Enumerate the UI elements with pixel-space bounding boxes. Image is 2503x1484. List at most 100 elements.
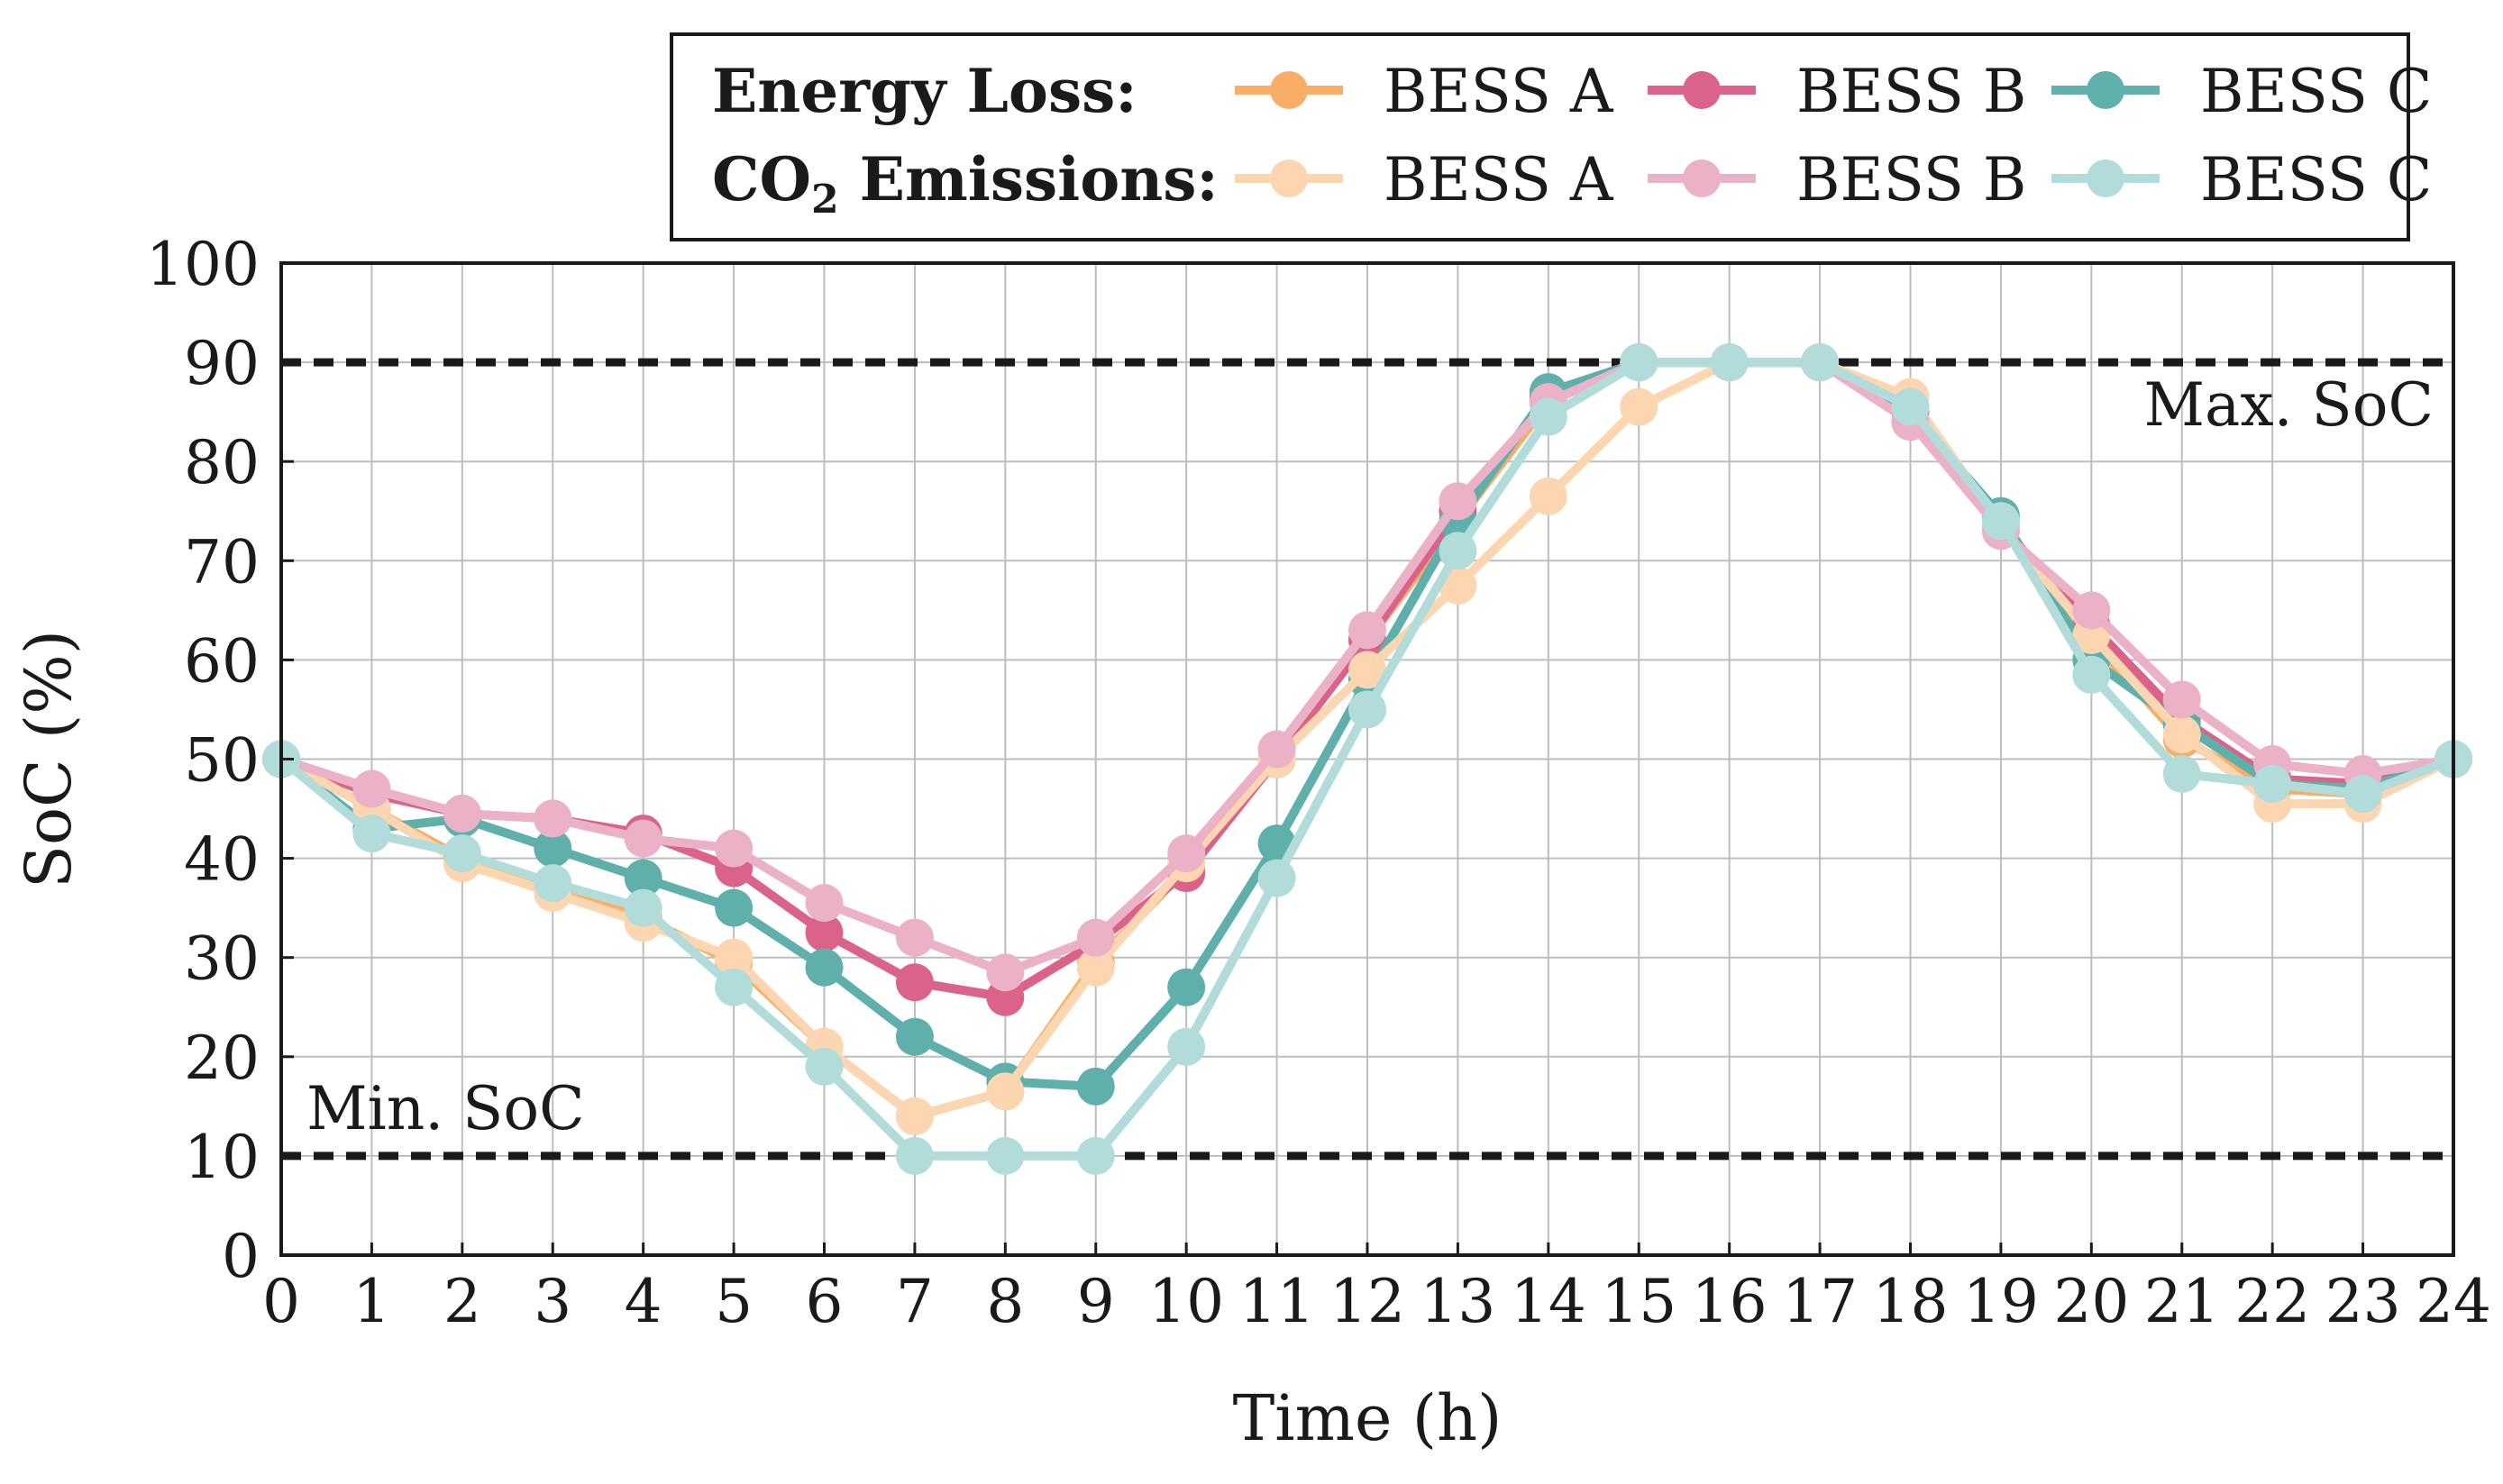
legend-entry-co2-emissions-bess-c: BESS C — [2051, 145, 2432, 214]
grid-layer — [280, 262, 2454, 1256]
x-tick-label: 19 — [1963, 1267, 2039, 1336]
x-tick-label: 24 — [2416, 1267, 2491, 1336]
data-point — [1981, 502, 2020, 541]
legend-entry-energy-loss-bess-a: BESS A — [1235, 57, 1614, 126]
data-point — [986, 953, 1025, 992]
x-tick-label: 1 — [352, 1267, 390, 1336]
data-point — [2162, 755, 2201, 794]
data-point — [624, 888, 662, 927]
reference-lines-layer: Max. SoC Min. SoC — [281, 358, 2453, 1161]
legend-entry-co2-emissions-bess-b: BESS B — [1648, 145, 2026, 214]
data-point — [1257, 730, 1296, 769]
x-tick-label: 18 — [1873, 1267, 1949, 1336]
data-point — [805, 948, 844, 987]
data-point — [2072, 591, 2111, 630]
x-tick-label: 16 — [1692, 1267, 1768, 1336]
data-point — [986, 1136, 1025, 1175]
y-tick-label: 100 — [146, 230, 260, 299]
data-point — [1348, 611, 1386, 650]
x-tick-label: 20 — [2053, 1267, 2129, 1336]
series-layer — [262, 343, 2472, 1175]
x-tick-label: 4 — [625, 1267, 662, 1336]
legend-swatch-marker — [1683, 159, 1721, 197]
data-point — [1620, 343, 1658, 382]
data-point — [534, 799, 572, 838]
x-tick-label: 7 — [896, 1267, 934, 1336]
y-tick-label: 50 — [184, 726, 260, 796]
legend-entry-co2-emissions-bess-a: BESS A — [1235, 145, 1614, 214]
x-tick-label: 13 — [1420, 1267, 1495, 1336]
data-point — [715, 888, 754, 927]
data-point — [1167, 968, 1206, 1006]
y-tick-label: 70 — [184, 527, 260, 596]
data-point — [624, 859, 662, 897]
x-tick-label: 15 — [1601, 1267, 1676, 1336]
series-co2-emissions-bess-c — [262, 343, 2472, 1175]
data-point — [2343, 775, 2382, 814]
data-point — [1801, 343, 1840, 382]
data-point — [1076, 1067, 1115, 1106]
legend-swatch-marker — [1683, 71, 1721, 109]
data-point — [2162, 680, 2201, 719]
data-point — [1529, 477, 1567, 515]
x-tick-label: 17 — [1782, 1267, 1858, 1336]
data-point — [1529, 397, 1567, 436]
data-point — [805, 1047, 844, 1086]
legend-box — [670, 32, 2410, 241]
data-point — [2253, 765, 2292, 804]
legend-swatch-marker — [1270, 159, 1308, 197]
x-tick-label: 0 — [262, 1267, 300, 1336]
x-tick-label: 2 — [443, 1267, 481, 1336]
data-point — [1891, 387, 1930, 426]
legend-entry-label: BESS A — [1384, 145, 1614, 214]
y-tick-label: 80 — [184, 428, 260, 497]
data-point — [1348, 690, 1386, 729]
x-tick-label: 3 — [534, 1267, 571, 1336]
y-tick-label: 40 — [184, 825, 260, 895]
legend-swatch-marker — [2087, 71, 2124, 109]
data-point — [895, 1136, 934, 1175]
x-tick-label: 10 — [1148, 1267, 1224, 1336]
data-point — [715, 829, 754, 868]
data-point — [715, 968, 754, 1006]
data-point — [1076, 948, 1115, 987]
data-point — [534, 864, 572, 903]
data-point — [443, 834, 481, 873]
y-axis-label: SoC (%) — [12, 630, 86, 888]
axis-layer: 0 1 2 3 4 5 6 7 8 9 10 11 12 13 14 15 16 17 18 19 20 21 22 23 24… — [12, 230, 2491, 1455]
y-tick-label: 20 — [184, 1024, 260, 1093]
data-point — [352, 815, 391, 853]
x-tick-label: 21 — [2144, 1267, 2220, 1336]
data-point — [1439, 482, 1477, 521]
data-point — [895, 963, 934, 1002]
legend-entry-label: BESS B — [1796, 145, 2026, 214]
min-soc-label: Min. SoC — [306, 1074, 585, 1143]
x-tick-label: 5 — [715, 1267, 753, 1336]
data-point — [1257, 859, 1296, 897]
x-tick-label: 12 — [1329, 1267, 1405, 1336]
y-tick-label: 60 — [184, 626, 260, 696]
legend-group-label-co2-emissions: CO2 Emissions: — [712, 144, 1219, 223]
legend-group-label-energy-loss: Energy Loss: — [712, 56, 1137, 126]
legend: Energy Loss: CO2 Emissions: BESS A BESS B BE… — [670, 32, 2432, 241]
x-tick-label: 6 — [806, 1267, 844, 1336]
data-point — [534, 829, 572, 868]
data-point — [2072, 655, 2111, 694]
data-point — [895, 1017, 934, 1056]
x-tick-label: 8 — [986, 1267, 1024, 1336]
legend-swatch-marker — [1270, 71, 1308, 109]
data-point — [986, 1072, 1025, 1111]
legend-swatch-marker — [2087, 159, 2124, 197]
data-point — [715, 938, 754, 977]
data-point — [1348, 651, 1386, 689]
x-tick-label: 9 — [1077, 1267, 1115, 1336]
y-tick-label: 0 — [222, 1222, 260, 1291]
data-point — [1710, 343, 1749, 382]
data-point — [1167, 834, 1206, 873]
data-point — [443, 795, 481, 833]
max-soc-label: Max. SoC — [2143, 370, 2434, 440]
x-tick-label: 11 — [1239, 1267, 1315, 1336]
data-point — [1439, 532, 1477, 570]
